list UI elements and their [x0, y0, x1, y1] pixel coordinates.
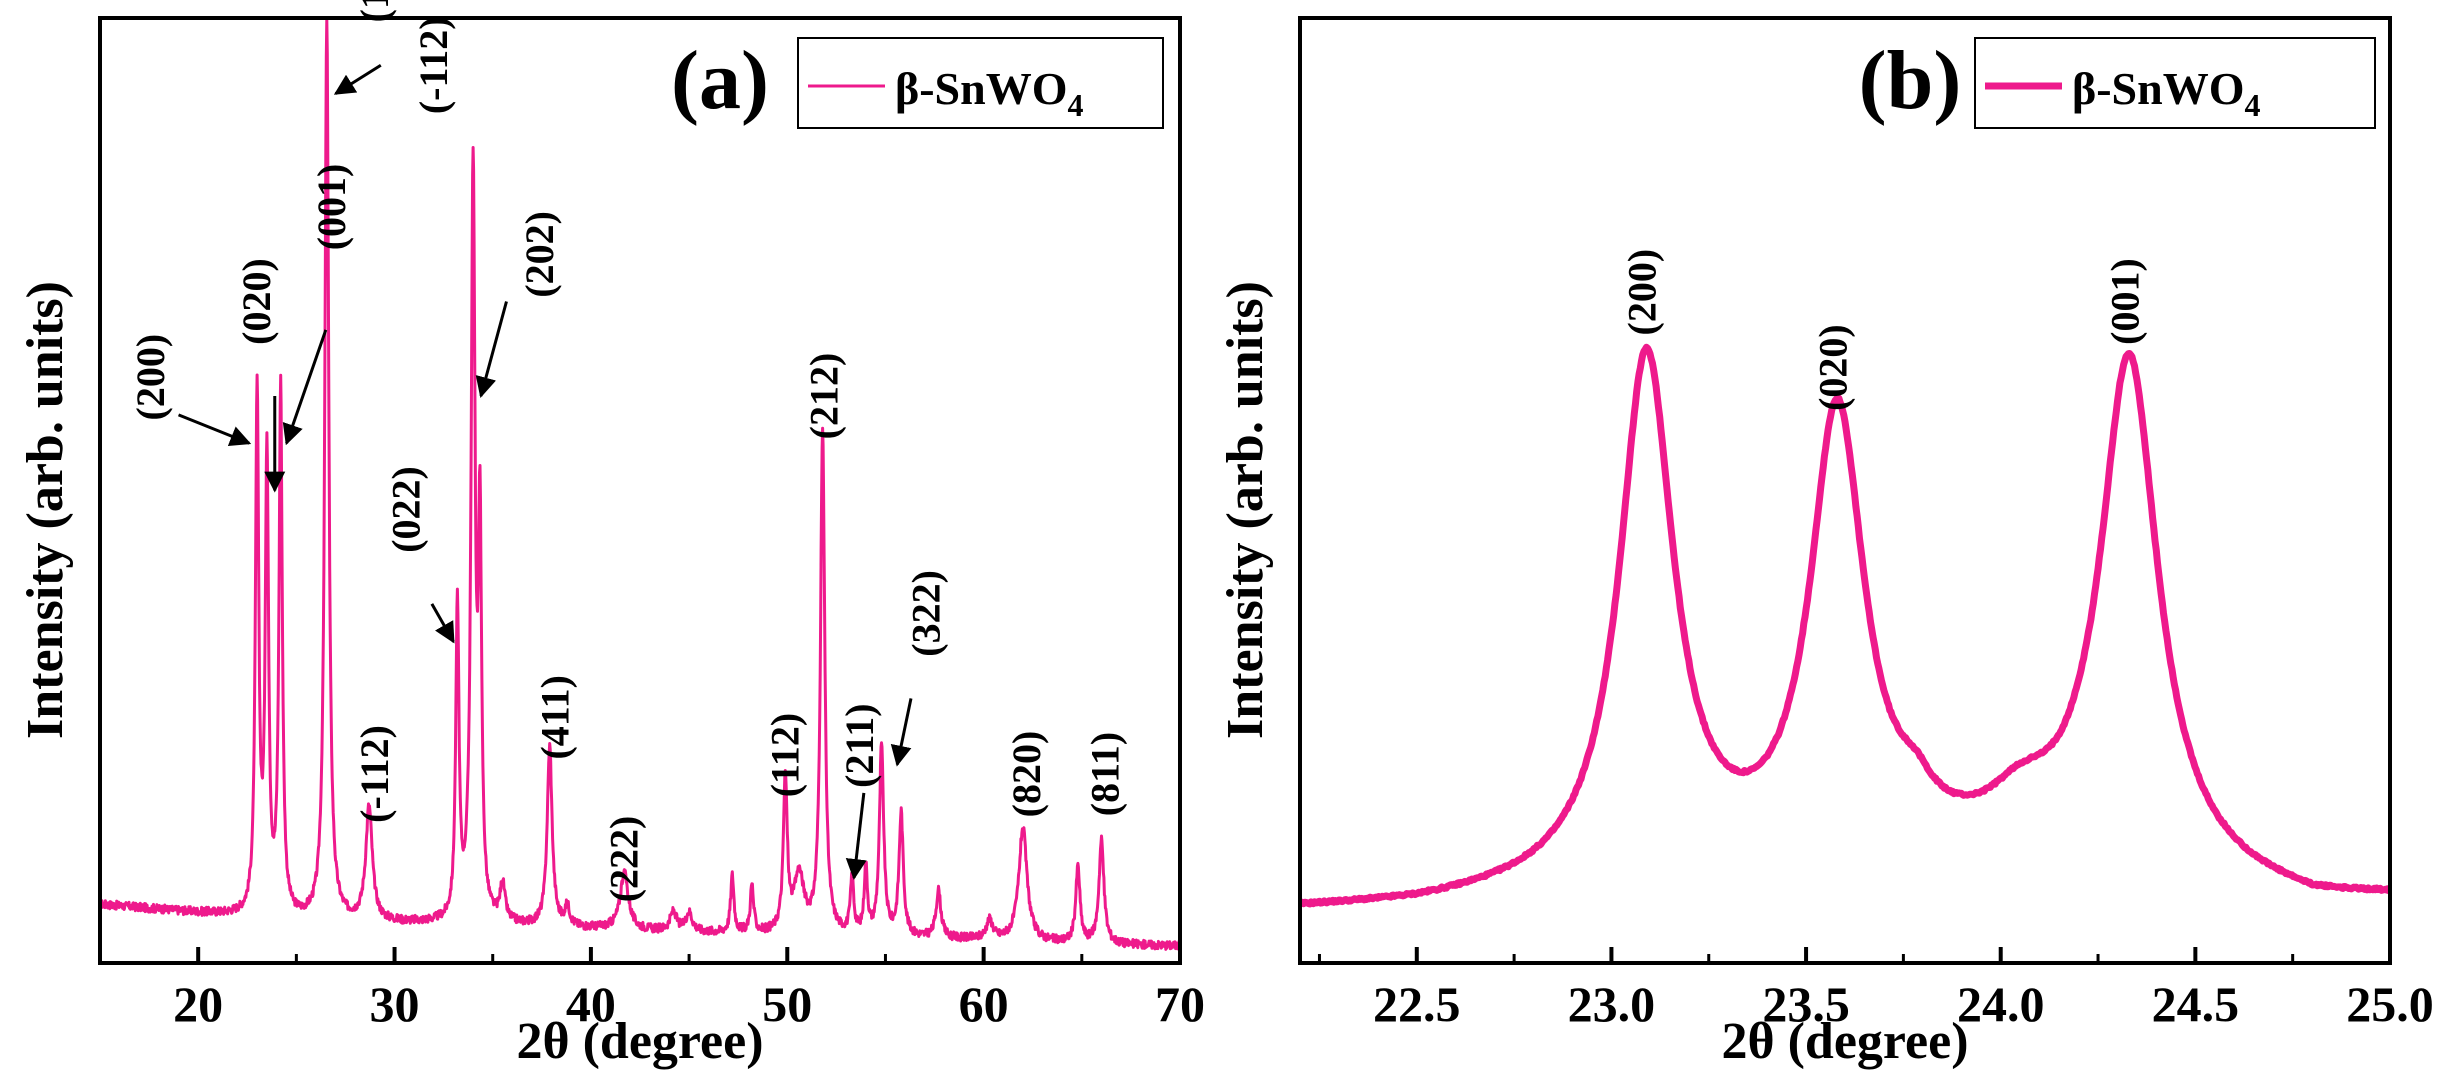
peak-label: (212): [802, 353, 847, 440]
panel-b-legend: β-SnWO4: [1974, 37, 2376, 129]
series-line: [99, 17, 1182, 951]
peak-label: (001): [309, 164, 354, 251]
panel-b-legend-text: β-SnWO4: [2072, 63, 2261, 123]
panel-a-xlabel: 2θ (degree): [516, 1013, 763, 1070]
panel-a-legend-box: [797, 37, 1164, 129]
x-tick-label: 40: [566, 976, 616, 1032]
peak-arrow: [282, 329, 328, 446]
panel-b: Intensity (arb. units) 22.5 23.0 23.5 24.0 2…: [1217, 16, 2434, 1070]
panel-b-plot: 22.5 23.0 23.5 24.0 24.5 25.0 (200) (020) (001): [1297, 249, 2434, 1032]
panel-b-legend-label: β-SnWO: [2072, 63, 2245, 114]
panel-b-label: (b): [1859, 34, 1962, 127]
x-tick-label: 20: [173, 976, 223, 1032]
x-tick-label: 70: [1155, 976, 1205, 1032]
panel-b-frame: [1298, 16, 2392, 965]
panel-a-legend-sub: 4: [1068, 87, 1084, 123]
panel-a-label: (a): [671, 34, 769, 127]
x-tick-label: 50: [762, 976, 812, 1032]
peak-arrow: [430, 603, 455, 644]
peak-arrow: [177, 413, 252, 446]
peak-label: (020): [1810, 324, 1855, 411]
peak-label: (202): [517, 211, 562, 298]
peak-label: (811): [1082, 732, 1127, 816]
peak-label: (222): [601, 816, 646, 903]
series-line: [1297, 343, 2393, 908]
peak-label: (001): [2102, 258, 2147, 345]
peak-label: (112): [762, 713, 807, 797]
peak-label: (322): [904, 570, 949, 657]
peak-label: (200): [1620, 249, 1665, 336]
peak-label: (411): [533, 675, 578, 759]
peak-label: (-112): [411, 16, 456, 114]
peak-label: (022): [383, 466, 428, 553]
panel-b-ylabel: Intensity (arb. units): [1217, 281, 1274, 739]
x-tick-label: 25.0: [2346, 976, 2434, 1032]
panel-a-legend: β-SnWO4: [797, 37, 1164, 129]
x-tick-label: 24.5: [2152, 976, 2240, 1032]
peak-label: (020): [234, 258, 279, 345]
panel-a-ylabel: Intensity (arb. units): [17, 281, 74, 739]
peak-label: (211): [837, 703, 882, 787]
panel-a-legend-text: β-SnWO4: [895, 63, 1084, 123]
peak-label: (200): [128, 334, 173, 421]
peak-arrow: [845, 792, 867, 881]
x-tick-label: 22.5: [1373, 976, 1461, 1032]
panel-a-plot: 203040506070(200)(020)(001)(110)(-112)(-…: [98, 0, 1205, 1032]
peak-label: (-112): [352, 725, 397, 823]
peak-arrow: [333, 63, 382, 95]
panel-a-frame: [98, 16, 1182, 965]
peak-arrow: [890, 698, 913, 767]
panel-a-legend-label: β-SnWO: [895, 63, 1068, 114]
x-tick-label: 24.0: [1957, 976, 2045, 1032]
panel-a: Intensity (arb. units) 20 30 40 50 60 70 (200)…: [17, 0, 1205, 1070]
x-tick-label: 23.0: [1568, 976, 1656, 1032]
x-tick-label: 60: [959, 976, 1009, 1032]
peak-arrow: [475, 301, 508, 399]
peak-label: (820): [1004, 731, 1049, 818]
panel-b-legend-sub: 4: [2245, 87, 2261, 123]
x-tick-label: 23.5: [1762, 976, 1850, 1032]
x-tick-label: 30: [370, 976, 420, 1032]
panel-b-xlabel: 2θ (degree): [1721, 1013, 1968, 1070]
